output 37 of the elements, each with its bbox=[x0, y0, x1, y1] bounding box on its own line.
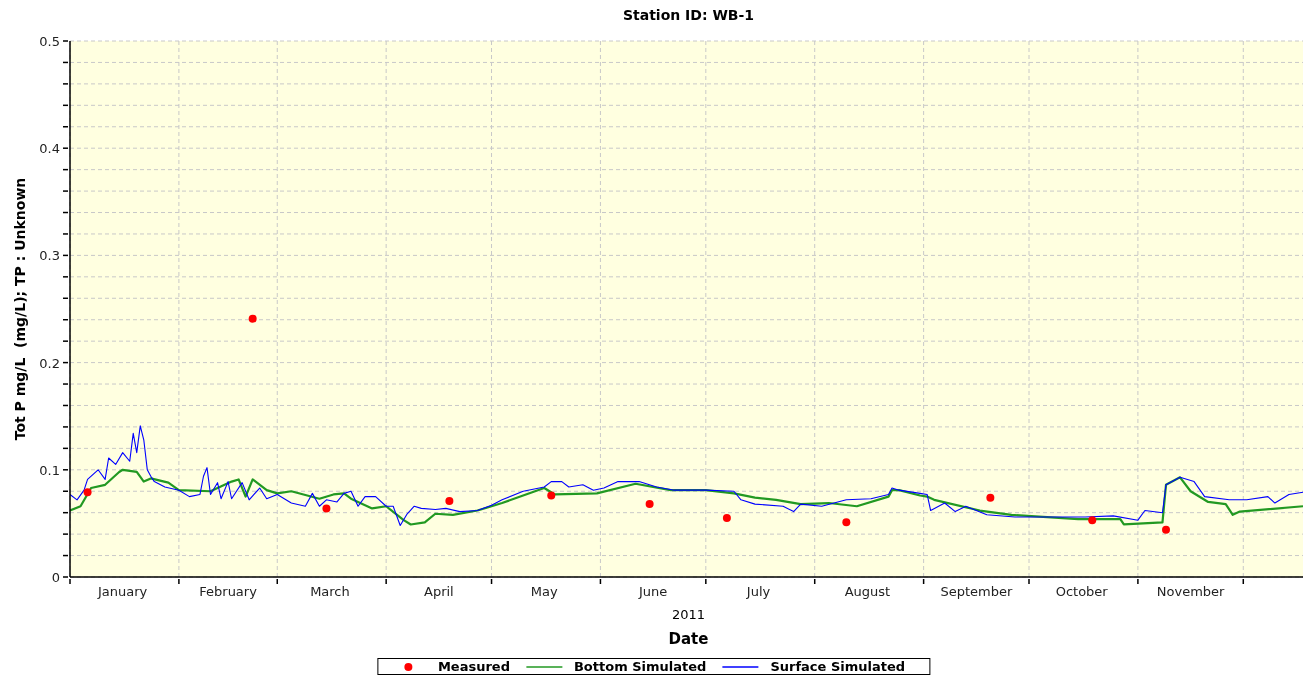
x-tick-label: September bbox=[940, 584, 1013, 599]
text: 2011 bbox=[670, 607, 707, 622]
point bbox=[645, 500, 654, 509]
point bbox=[248, 314, 257, 323]
line-series bbox=[70, 425, 1303, 527]
point bbox=[322, 504, 331, 513]
point bbox=[547, 491, 556, 500]
x-axis-title: Date bbox=[667, 630, 710, 648]
x-tick-label: January bbox=[97, 584, 148, 599]
legend-label: Measured bbox=[437, 659, 510, 674]
legend-label: Surface Simulated bbox=[770, 659, 906, 674]
point bbox=[83, 488, 92, 497]
x-tick-label: April bbox=[423, 584, 454, 599]
point bbox=[722, 514, 731, 523]
y-axis-title: Tot P mg/L (mg/L); TP : Unknown bbox=[12, 177, 28, 441]
point bbox=[1162, 525, 1170, 534]
y-tick-label: 0.5 bbox=[39, 34, 60, 49]
x-tick-label: June bbox=[637, 584, 668, 599]
y-tick-label: 0 bbox=[51, 570, 60, 585]
chart-title: Station ID: WB-1 bbox=[621, 7, 756, 23]
y-tick-label: 0.2 bbox=[39, 355, 60, 371]
x-tick-label: July bbox=[745, 584, 771, 599]
x-tick-label: March bbox=[310, 584, 350, 599]
x-tick-label: February bbox=[199, 584, 258, 599]
line-series bbox=[70, 468, 1303, 526]
legend-label: Bottom Simulated bbox=[573, 659, 707, 674]
x-tick-label: October bbox=[1055, 584, 1109, 599]
x-tick-label: November bbox=[1156, 584, 1226, 599]
x-tick-label: May bbox=[530, 584, 558, 599]
point bbox=[842, 518, 851, 527]
point bbox=[986, 493, 995, 502]
y-tick-label: 0.1 bbox=[39, 462, 60, 478]
y-tick-label: 0.4 bbox=[39, 141, 60, 157]
point bbox=[1088, 516, 1097, 525]
y-tick-label: 0.3 bbox=[39, 248, 60, 264]
point bbox=[445, 496, 454, 505]
x-tick-label: August bbox=[844, 584, 891, 599]
